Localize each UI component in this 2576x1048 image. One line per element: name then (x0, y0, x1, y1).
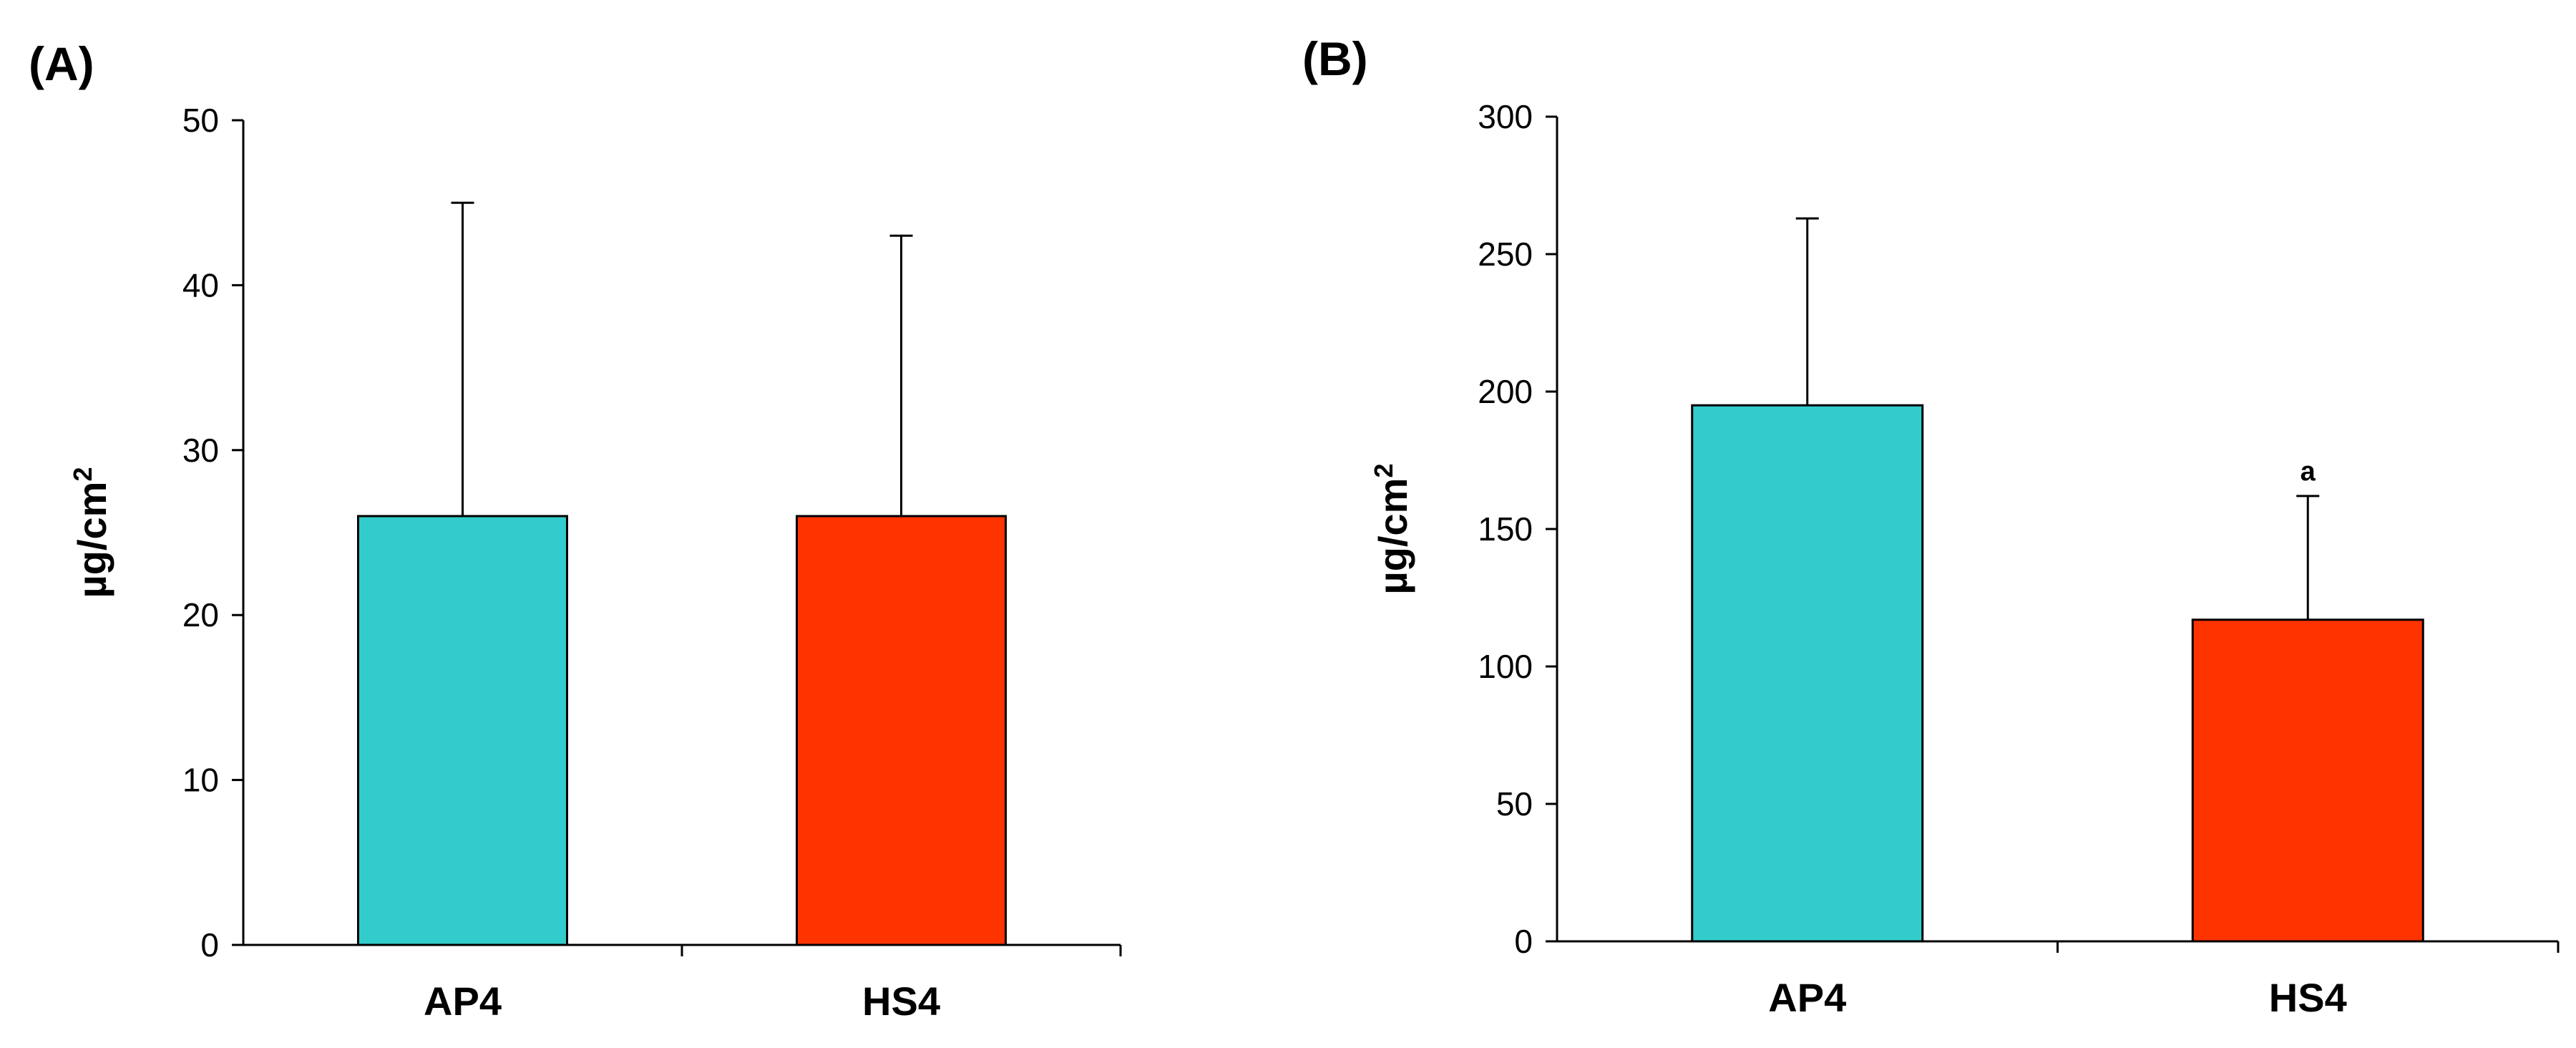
y-tick-label: 20 (182, 596, 219, 634)
bar-ap4 (1691, 404, 1924, 943)
x-tick-label: HS4 (862, 979, 940, 1024)
y-tick-label: 0 (200, 926, 219, 964)
y-tick-label: 0 (1514, 923, 1533, 960)
y-tick-label: 300 (1478, 98, 1533, 135)
x-tick-label: HS4 (2269, 975, 2347, 1020)
y-axis-label: µg/cm2 (1369, 464, 1416, 595)
y-tick-label: 30 (182, 432, 219, 469)
y-tick-label: 100 (1478, 648, 1533, 685)
y-tick-label: 10 (182, 762, 219, 799)
y-tick-label: 50 (182, 102, 219, 139)
chart-panel-b: (B) 0 50 100 150 200 250 300 AP4 a HS4 µg/cm2 (1302, 32, 2560, 1020)
y-tick-label: 40 (182, 266, 219, 304)
y-tick-label: 200 (1478, 373, 1533, 410)
y-axis-label: µg/cm2 (68, 467, 115, 598)
x-tick-label: AP4 (424, 979, 502, 1024)
x-tick-label: AP4 (1768, 975, 1846, 1020)
chart-panel-a: (A) 0 10 20 30 40 50 AP4 HS4 µg/cm2 (29, 37, 1122, 1024)
bar-hs4 (796, 515, 1007, 946)
y-tick-label: 150 (1478, 510, 1533, 548)
panel-label: (A) (29, 37, 94, 90)
significance-annotation: a (2301, 457, 2316, 487)
y-tick-label: 250 (1478, 236, 1533, 273)
bar-ap4 (357, 515, 568, 946)
y-tick-label: 50 (1496, 785, 1533, 823)
panel-label: (B) (1302, 32, 1368, 85)
bar-hs4 (2191, 618, 2424, 943)
